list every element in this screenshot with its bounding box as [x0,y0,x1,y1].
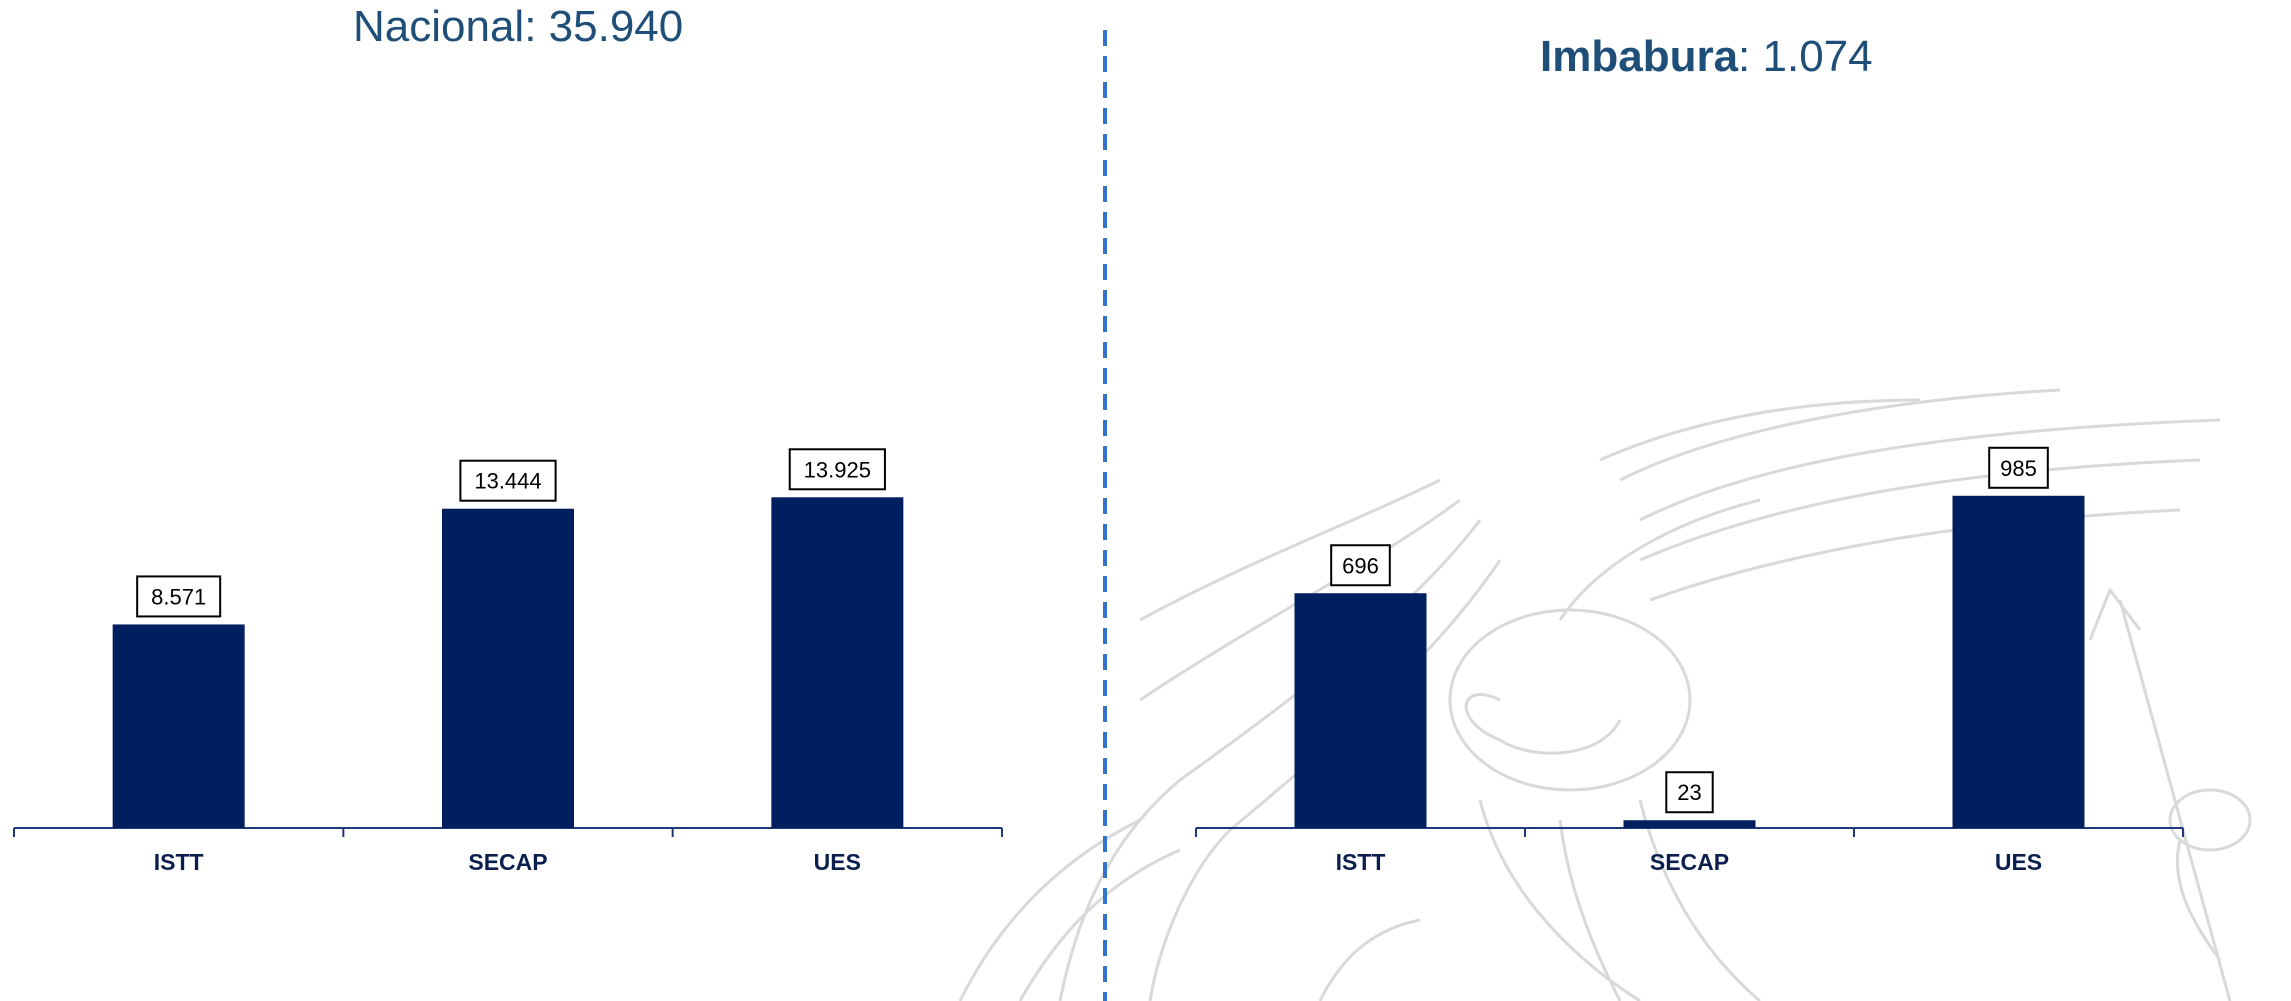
title-text-part: : 1.074 [1738,32,1873,81]
nacional-value-box-secap [459,459,557,502]
nacional-category-label-istt: ISTT [154,849,204,875]
imbabura-value-label-ues: 985 [2000,456,2037,481]
nacional-category-label-ues: UES [814,849,861,875]
imbabura-value-label-istt: 696 [1342,553,1379,578]
imbabura-value-box-ues [1988,446,2049,489]
nacional-value-label-ues: 13.925 [804,457,871,482]
imbabura-bar-ues [1952,495,2085,828]
title-bold-part: Imbabura [1540,32,1739,81]
imbabura-bar-secap [1623,820,1756,828]
nacional-bar-istt [112,624,245,828]
imbabura-category-label-secap: SECAP [1650,849,1729,875]
nacional-value-box-ues [788,448,886,491]
imbabura-value-box-istt [1330,544,1391,587]
nacional-category-label-secap: SECAP [468,849,547,875]
imbabura-chart-title: Imbabura: 1.074 [1540,32,1873,82]
imbabura-value-box-secap [1665,771,1714,814]
imbabura-value-label-secap: 23 [1677,780,1701,805]
nacional-bar-secap [442,508,574,828]
imbabura-category-label-istt: ISTT [1336,849,1386,875]
nacional-chart: 8.571 ISTT 13.444 SECAP 13.925 UES [13,448,1003,875]
imbabura-bar-istt [1294,593,1427,828]
nacional-value-label-secap: 13.444 [474,469,541,494]
imbabura-chart: 696 ISTT 23 SECAP 985 UES [1195,446,2184,875]
nacional-value-box-istt [136,575,222,618]
title-text-part: Nacional: 35.940 [353,2,684,51]
nacional-value-label-istt: 8.571 [151,584,206,609]
nacional-bar-ues [771,497,904,828]
imbabura-category-label-ues: UES [1995,849,2042,875]
nacional-chart-title: Nacional: 35.940 [353,2,683,52]
eagle-emblem-icon [958,388,2252,1001]
